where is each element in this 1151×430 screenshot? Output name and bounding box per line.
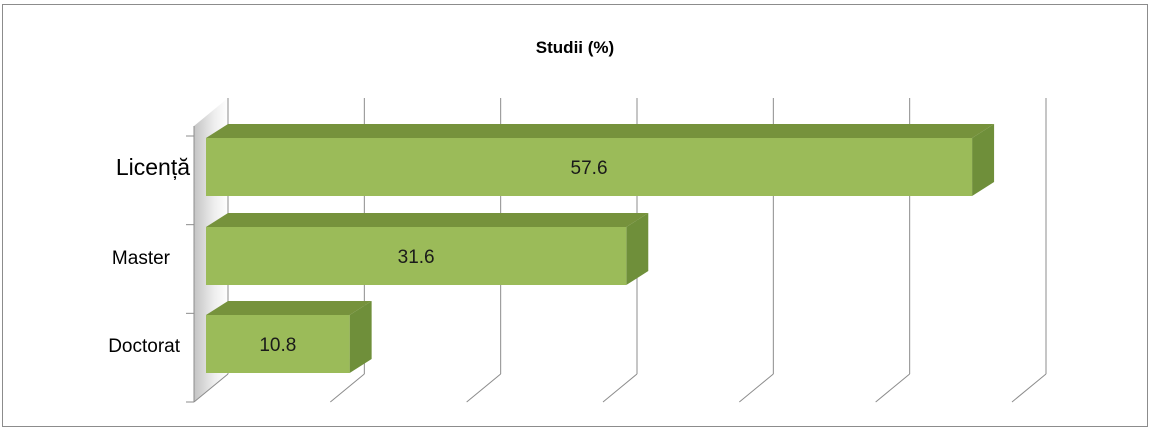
bar-layer [206, 124, 995, 373]
bar-top [206, 213, 649, 227]
category-label: Master [112, 248, 171, 269]
bar [206, 227, 627, 285]
floor-gridline [875, 373, 910, 403]
chart-title: Studii (%) [536, 38, 614, 57]
label-layer: 57.6 Licență 31.6 Master 10.8 Doctorat [108, 154, 607, 357]
category-label: Licență [116, 154, 190, 180]
floor-gridline [1011, 373, 1047, 403]
floor-gridline [330, 373, 365, 403]
category-label: Doctorat [108, 336, 181, 357]
data-label: 57.6 [571, 158, 608, 179]
bar [206, 138, 973, 196]
floor-gridline [739, 373, 774, 403]
data-label: 31.6 [398, 247, 435, 268]
floor-gridline [466, 373, 501, 403]
bar-side [972, 124, 995, 196]
bar-side [349, 301, 372, 373]
bar-top [206, 124, 995, 138]
floor-gridline [193, 373, 229, 403]
data-label: 10.8 [259, 335, 296, 356]
floor-gridline [602, 373, 638, 403]
bar-top [206, 301, 372, 315]
bar-side [626, 213, 649, 285]
bar [206, 315, 350, 373]
